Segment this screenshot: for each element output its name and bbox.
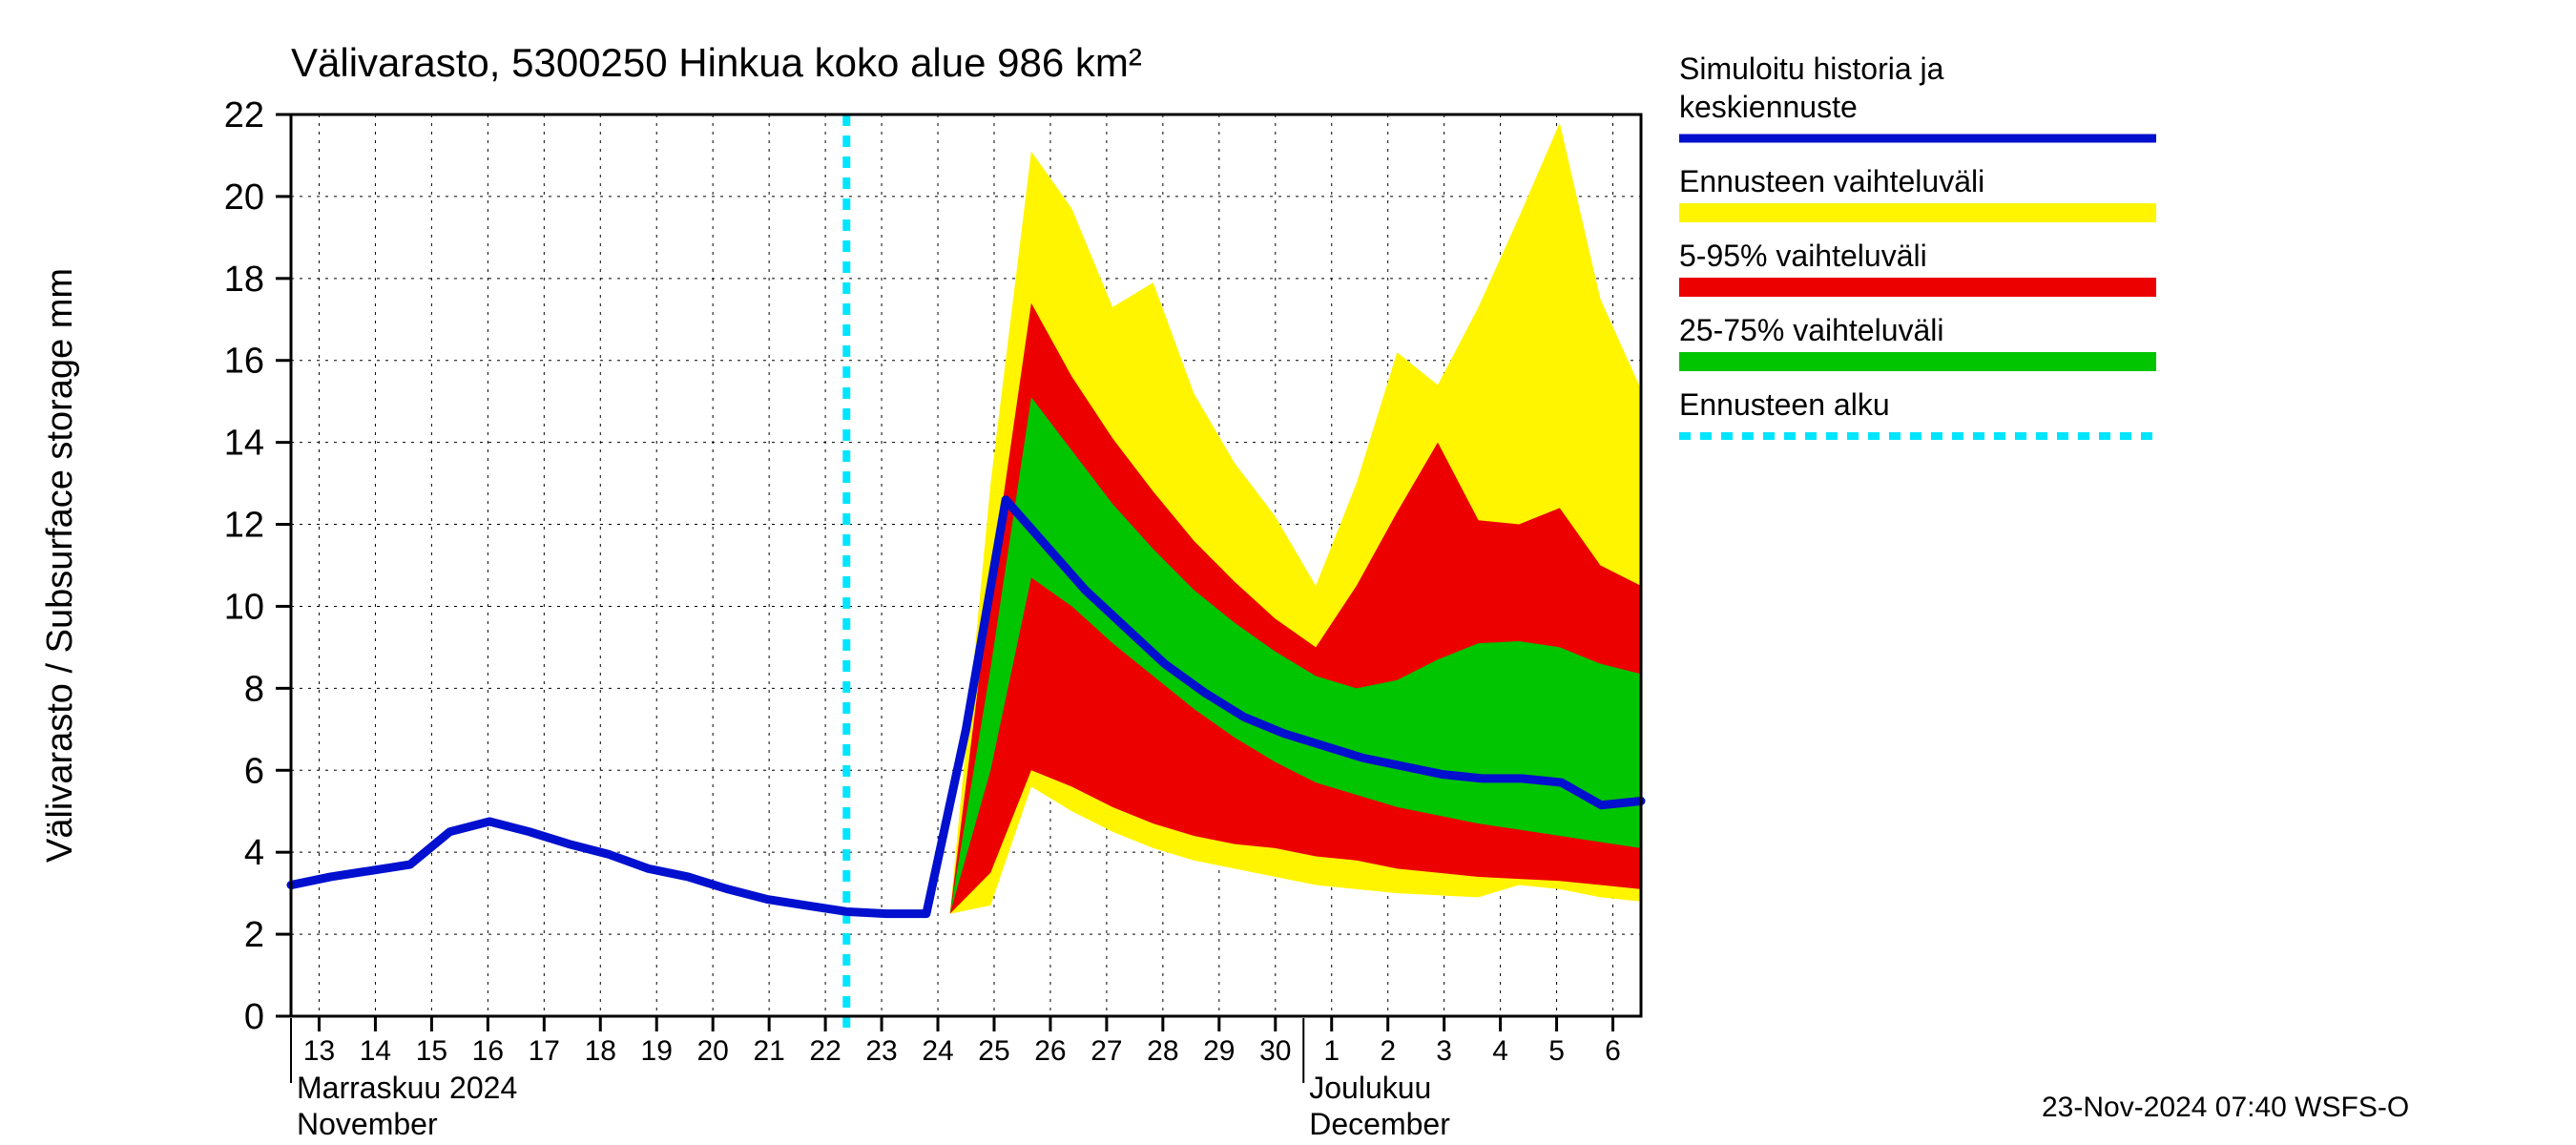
month-label-fi: Joulukuu xyxy=(1309,1071,1431,1105)
month-label-en: December xyxy=(1309,1107,1450,1141)
y-tick-label: 18 xyxy=(224,260,264,300)
chart-title: Välivarasto, 5300250 Hinkua koko alue 98… xyxy=(291,40,1142,85)
footer-timestamp: 23-Nov-2024 07:40 WSFS-O xyxy=(2042,1092,2409,1123)
legend-label: 25-75% vaihteluväli xyxy=(1679,313,1944,347)
x-tick-label: 2 xyxy=(1380,1035,1396,1067)
y-tick-label: 12 xyxy=(224,506,264,546)
y-tick-label: 22 xyxy=(224,95,264,135)
x-tick-label: 19 xyxy=(641,1035,673,1067)
legend-label: Simuloitu historia ja xyxy=(1679,52,1944,86)
x-tick-label: 1 xyxy=(1323,1035,1340,1067)
legend-swatch xyxy=(1679,203,2156,222)
x-tick-label: 17 xyxy=(529,1035,560,1067)
x-tick-label: 5 xyxy=(1548,1035,1565,1067)
month-label-fi: Marraskuu 2024 xyxy=(297,1071,517,1105)
x-tick-label: 23 xyxy=(865,1035,897,1067)
x-tick-label: 30 xyxy=(1259,1035,1291,1067)
x-tick-label: 26 xyxy=(1034,1035,1066,1067)
x-tick-label: 3 xyxy=(1436,1035,1452,1067)
y-tick-label: 8 xyxy=(244,669,264,709)
y-tick-label: 0 xyxy=(244,997,264,1037)
legend-label: 5-95% vaihteluväli xyxy=(1679,239,1927,273)
y-axis-label: Välivarasto / Subsurface storage mm xyxy=(40,268,80,863)
y-tick-label: 6 xyxy=(244,751,264,791)
y-tick-label: 10 xyxy=(224,587,264,627)
y-tick-label: 2 xyxy=(244,915,264,955)
legend-label: Ennusteen alku xyxy=(1679,387,1890,422)
y-tick-label: 20 xyxy=(224,177,264,218)
legend-label: keskiennuste xyxy=(1679,90,1858,124)
x-tick-label: 28 xyxy=(1147,1035,1178,1067)
month-label-en: November xyxy=(297,1107,438,1141)
x-tick-label: 18 xyxy=(585,1035,616,1067)
x-tick-label: 15 xyxy=(416,1035,447,1067)
x-tick-label: 24 xyxy=(922,1035,953,1067)
x-tick-label: 4 xyxy=(1492,1035,1508,1067)
x-tick-label: 29 xyxy=(1203,1035,1235,1067)
x-tick-label: 20 xyxy=(697,1035,729,1067)
x-tick-label: 16 xyxy=(472,1035,504,1067)
legend-swatch xyxy=(1679,352,2156,371)
legend-label: Ennusteen vaihteluväli xyxy=(1679,164,1984,198)
y-tick-label: 4 xyxy=(244,833,264,873)
legend-swatch xyxy=(1679,278,2156,297)
y-tick-label: 14 xyxy=(224,424,264,464)
x-tick-label: 6 xyxy=(1605,1035,1621,1067)
x-tick-label: 22 xyxy=(809,1035,841,1067)
y-tick-label: 16 xyxy=(224,342,264,382)
x-tick-label: 21 xyxy=(753,1035,784,1067)
x-tick-label: 14 xyxy=(360,1035,391,1067)
x-tick-label: 27 xyxy=(1091,1035,1122,1067)
x-tick-label: 25 xyxy=(978,1035,1009,1067)
x-tick-label: 13 xyxy=(303,1035,335,1067)
